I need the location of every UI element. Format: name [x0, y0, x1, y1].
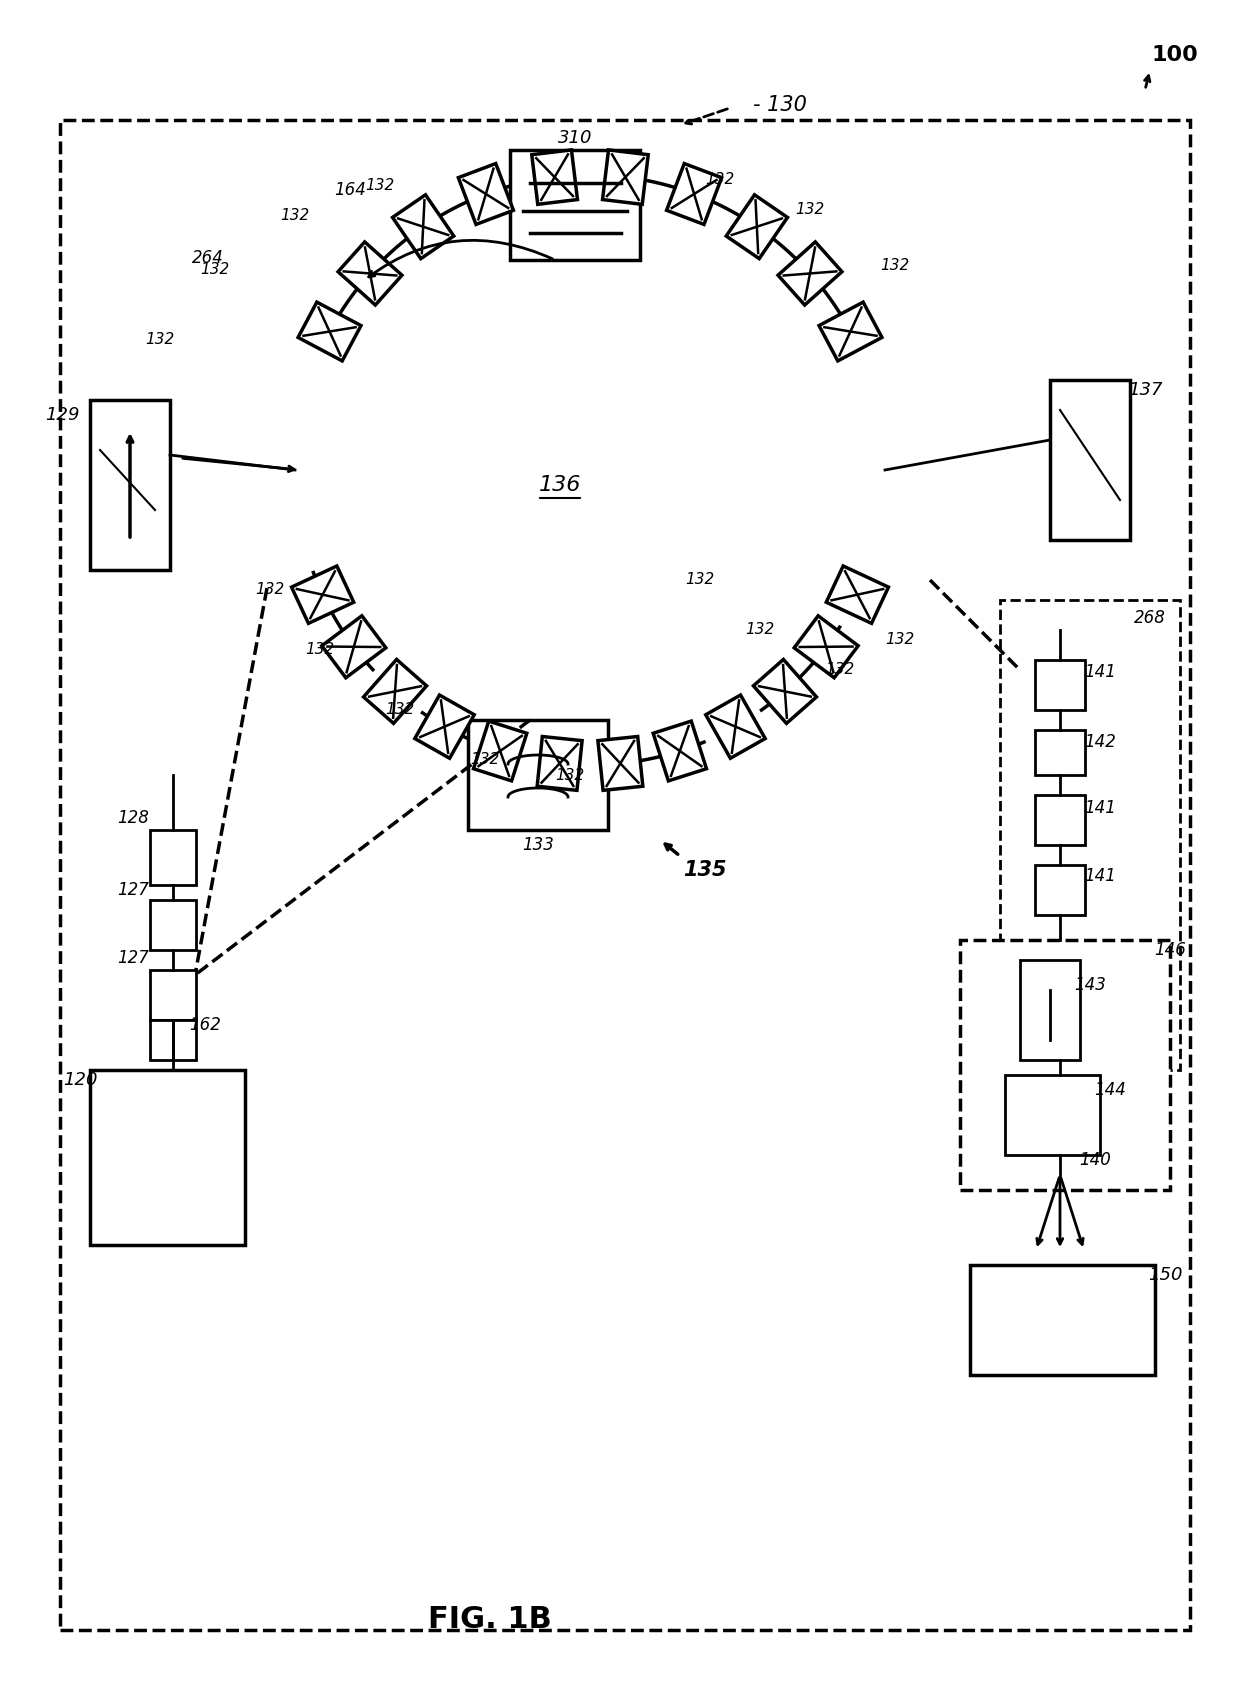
Text: 143: 143 — [1074, 976, 1106, 993]
Text: 135: 135 — [683, 861, 727, 879]
Bar — [777, 242, 842, 305]
Text: 162: 162 — [188, 1016, 221, 1034]
Text: - 130: - 130 — [753, 95, 807, 114]
Text: FIG. 1B: FIG. 1B — [428, 1605, 552, 1634]
Bar — [459, 164, 513, 225]
Text: 132: 132 — [386, 702, 414, 717]
Bar — [363, 659, 427, 724]
Text: 127: 127 — [117, 881, 149, 900]
Text: 310: 310 — [558, 130, 593, 147]
Bar — [474, 721, 527, 780]
Bar — [826, 566, 889, 624]
Text: 264: 264 — [192, 249, 224, 268]
Bar — [393, 194, 454, 259]
Text: 128: 128 — [117, 809, 149, 826]
Bar — [1035, 729, 1085, 775]
Bar — [603, 150, 649, 204]
Bar — [91, 400, 170, 571]
Text: 132: 132 — [470, 753, 500, 767]
Text: 150: 150 — [1148, 1266, 1182, 1285]
Text: 133: 133 — [522, 837, 554, 854]
Bar — [1004, 1075, 1100, 1155]
Bar — [1035, 796, 1085, 845]
Text: 268: 268 — [1135, 608, 1166, 627]
Bar — [598, 736, 642, 791]
Text: 132: 132 — [145, 332, 175, 348]
Bar — [754, 659, 816, 724]
Bar — [1035, 659, 1085, 711]
Bar — [1021, 959, 1080, 1060]
Bar — [794, 615, 858, 678]
Text: 146: 146 — [1154, 941, 1185, 959]
Text: 164: 164 — [334, 181, 366, 199]
Text: 141: 141 — [1084, 799, 1116, 816]
Text: 141: 141 — [1084, 663, 1116, 682]
Bar — [706, 695, 765, 758]
Text: 132: 132 — [255, 583, 285, 598]
Text: 132: 132 — [826, 663, 854, 678]
Bar — [291, 566, 353, 624]
Bar — [510, 150, 640, 261]
Text: 137: 137 — [1127, 382, 1162, 399]
Text: 132: 132 — [686, 573, 714, 588]
Bar — [1035, 866, 1085, 915]
Text: 132: 132 — [366, 177, 394, 193]
Text: 140: 140 — [1079, 1150, 1111, 1169]
Text: 132: 132 — [745, 622, 775, 637]
Bar — [91, 1070, 246, 1246]
Text: 127: 127 — [117, 949, 149, 966]
Text: 144: 144 — [1094, 1080, 1126, 1099]
Text: 141: 141 — [1084, 867, 1116, 884]
Text: 132: 132 — [885, 632, 915, 648]
Bar — [60, 119, 1190, 1631]
Text: 132: 132 — [880, 257, 910, 273]
Bar — [727, 194, 787, 259]
Bar — [970, 1264, 1154, 1375]
Bar — [467, 721, 608, 830]
Bar — [960, 941, 1171, 1189]
Text: 132: 132 — [556, 767, 584, 782]
Bar — [150, 970, 196, 1021]
Text: 120: 120 — [63, 1072, 97, 1089]
Bar — [532, 150, 578, 204]
Bar — [150, 900, 196, 951]
Bar — [415, 695, 474, 758]
Text: 136: 136 — [539, 475, 582, 494]
Text: 129: 129 — [46, 406, 81, 424]
Bar — [150, 1021, 196, 1060]
Text: 132: 132 — [706, 172, 734, 187]
Bar — [653, 721, 707, 780]
Bar — [818, 302, 882, 361]
Text: 132: 132 — [201, 262, 229, 278]
Bar — [537, 736, 582, 791]
Bar — [667, 164, 722, 225]
Text: 132: 132 — [305, 642, 335, 658]
Text: 100: 100 — [1152, 44, 1198, 65]
Bar — [999, 600, 1180, 1070]
Text: 132: 132 — [280, 208, 310, 223]
Bar — [298, 302, 361, 361]
Text: 142: 142 — [1084, 733, 1116, 751]
Text: 132: 132 — [795, 203, 825, 218]
Bar — [150, 830, 196, 884]
Bar — [339, 242, 402, 305]
Bar — [1050, 380, 1130, 540]
Bar — [322, 615, 386, 678]
